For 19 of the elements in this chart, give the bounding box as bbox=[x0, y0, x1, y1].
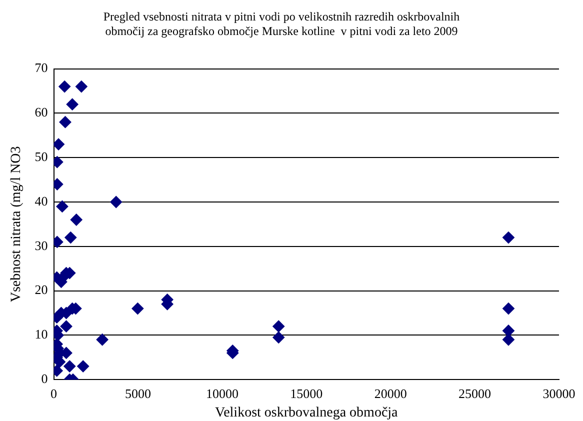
chart-title: Pregled vsebnosti nitrata v pitni vodi po velikostnih razredih oskrbovalnih bbox=[103, 9, 460, 24]
x-axis-title: Velikost oskrbovalnega območja bbox=[215, 405, 399, 420]
y-tick-label: 50 bbox=[34, 149, 48, 164]
x-tick-label: 10000 bbox=[206, 386, 238, 401]
x-tick-label: 25000 bbox=[458, 386, 492, 401]
y-tick-label: 10 bbox=[34, 326, 48, 342]
y-tick-label: 0 bbox=[41, 371, 48, 386]
y-tick-label: 30 bbox=[34, 238, 48, 253]
y-tick-label: 40 bbox=[34, 193, 48, 208]
y-tick-label: 70 bbox=[34, 60, 48, 76]
x-tick-label: 0 bbox=[50, 386, 58, 401]
x-tick-label: 5000 bbox=[125, 386, 151, 401]
y-axis-title: Vsebnost nitrata (mg/l NO3 bbox=[9, 146, 24, 302]
y-tick-label: 60 bbox=[34, 104, 48, 120]
y-tick-label: 20 bbox=[34, 282, 48, 298]
x-tick-label: 15000 bbox=[290, 386, 323, 401]
x-tick-label: 30000 bbox=[542, 386, 576, 401]
chart-subtitle: območij za geografsko območje Murske kotline v pitni vodi za leto 2009 bbox=[105, 24, 458, 38]
x-tick-label: 20000 bbox=[374, 386, 407, 401]
